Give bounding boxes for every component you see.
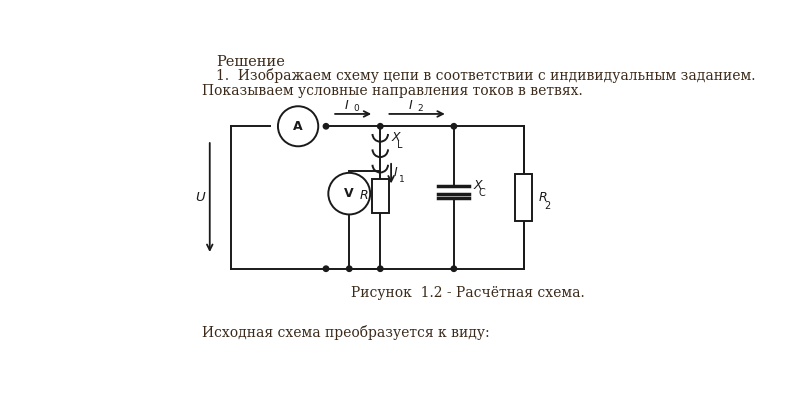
Text: R: R <box>359 189 368 203</box>
Text: U: U <box>195 191 205 204</box>
Circle shape <box>323 123 329 129</box>
Text: Рисунок  1.2 - Расчётная схема.: Рисунок 1.2 - Расчётная схема. <box>351 286 584 300</box>
Text: L: L <box>397 140 402 150</box>
Text: 2: 2 <box>417 104 423 113</box>
Text: 0: 0 <box>353 104 359 113</box>
Text: C: C <box>479 188 485 198</box>
Text: 1: 1 <box>399 175 405 184</box>
Circle shape <box>377 266 383 271</box>
Text: V: V <box>344 187 354 200</box>
Text: Показываем условные направления токов в ветвях.: Показываем условные направления токов в … <box>202 84 582 98</box>
Text: I: I <box>345 99 349 112</box>
Circle shape <box>347 266 352 271</box>
Text: X: X <box>473 179 482 192</box>
Bar <box>372 178 389 213</box>
Text: Исходная схема преобразуется к виду:: Исходная схема преобразуется к виду: <box>202 325 489 340</box>
Circle shape <box>451 266 457 271</box>
Text: Решение: Решение <box>216 55 285 69</box>
Bar <box>515 174 532 221</box>
Text: X: X <box>391 131 399 144</box>
Circle shape <box>377 123 383 129</box>
Circle shape <box>451 123 457 129</box>
Circle shape <box>323 266 329 271</box>
Text: R: R <box>539 191 547 204</box>
Text: I: I <box>409 99 413 112</box>
Text: A: A <box>293 120 303 133</box>
Text: 1: 1 <box>370 199 377 209</box>
Text: 2: 2 <box>544 201 550 211</box>
Text: 1.  Изображаем схему цепи в соответствии с индивидуальным заданием.: 1. Изображаем схему цепи в соответствии … <box>216 68 756 83</box>
Text: I: I <box>394 166 397 178</box>
